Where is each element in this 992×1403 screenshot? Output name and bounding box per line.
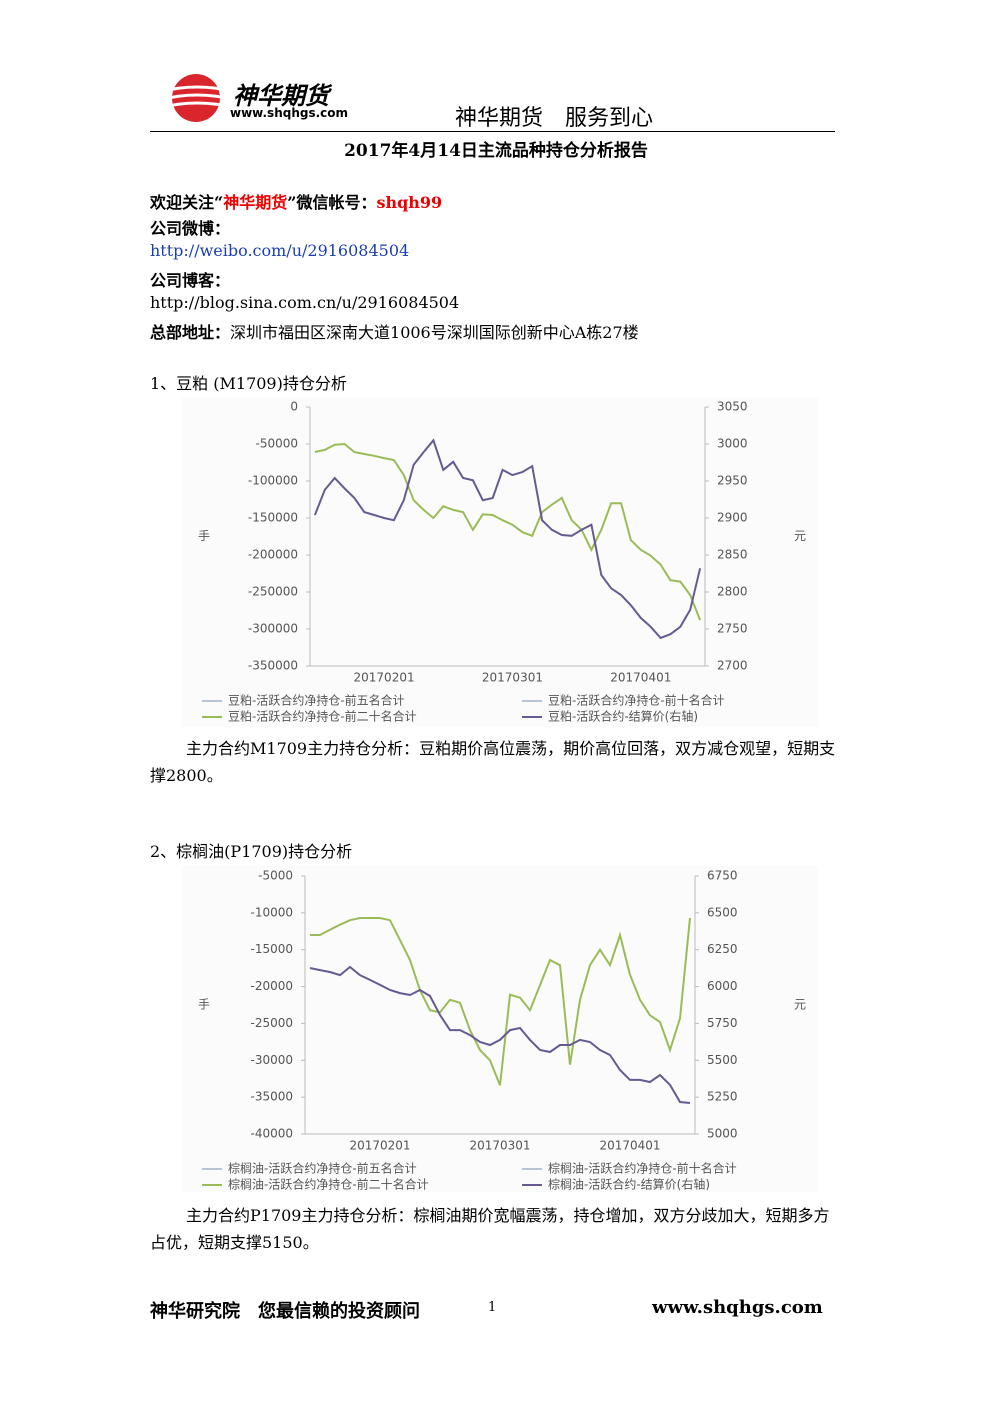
logo-swoosh <box>159 85 237 110</box>
y-tick-label: -5000 <box>258 869 293 883</box>
slogan: 神华期货 服务到心 <box>455 106 654 131</box>
brand-url: www.shqhgs.com <box>230 106 349 120</box>
x-tick-label: 20170301 <box>469 1139 530 1153</box>
legend-label: 豆粕-活跃合约净持仓-前十名合计 <box>548 693 725 708</box>
y-axis-title: 手 <box>198 529 210 543</box>
legend-label: 棕榈油-活跃合约净持仓-前二十名合计 <box>228 1177 429 1192</box>
y2-tick-label: 3000 <box>717 437 748 451</box>
y-tick-label: -250000 <box>248 585 298 599</box>
legend-label: 棕榈油-活跃合约净持仓-前十名合计 <box>548 1161 737 1176</box>
series-line <box>310 917 691 1086</box>
blog-link: http://blog.sina.com.cn/u/2916084504 <box>150 293 460 312</box>
y2-tick-label: 3050 <box>717 400 748 414</box>
y-tick-label: -100000 <box>248 474 298 488</box>
x-tick-label: 20170401 <box>599 1139 660 1153</box>
address-line: 总部地址：深圳市福田区深南大道1006号深圳国际创新中心A栋27楼 <box>150 319 639 343</box>
y2-tick-label: 5750 <box>707 1016 738 1030</box>
text: 欢迎关注“ <box>150 193 224 212</box>
y-tick-label: 0 <box>290 400 298 414</box>
y2-tick-label: 2750 <box>717 622 748 636</box>
y-tick-label: -350000 <box>248 659 298 673</box>
wechat-line: 欢迎关注“神华期货”微信帐号：shqh99 <box>150 189 442 213</box>
chart: 0 -50000 -100000 -150000 -200000 -250000 -3000… <box>182 397 818 727</box>
y-tick-label: -25000 <box>250 1016 293 1030</box>
y2-tick-label: 6500 <box>707 905 738 919</box>
legend-label: 棕榈油-活跃合约-结算价(右轴) <box>548 1177 710 1192</box>
section-heading: 1、豆粕 (M1709)持仓分析 <box>150 374 347 393</box>
y2-tick-label: 5250 <box>707 1090 738 1104</box>
y-tick-label: -150000 <box>248 511 298 525</box>
y-tick-label: -35000 <box>250 1090 293 1104</box>
y2-tick-label: 6250 <box>707 942 738 956</box>
footer-left: 神华研究院 您最信赖的投资顾问 <box>150 1301 420 1322</box>
y2-axis-title: 元 <box>794 998 806 1012</box>
x-tick-label: 20170401 <box>610 671 671 685</box>
weibo-label: 公司微博： <box>150 219 231 238</box>
y2-tick-label: 2800 <box>717 585 748 599</box>
y-tick-label: -50000 <box>255 437 298 451</box>
series-line <box>309 965 691 1104</box>
section-heading: 2、棕榈油(P1709)持仓分析 <box>150 842 353 861</box>
text: 神华期货 <box>223 193 288 212</box>
y2-tick-label: 2950 <box>717 474 748 488</box>
y-tick-label: -40000 <box>250 1127 293 1141</box>
text: 深圳市福田区深南大道1006号深圳国际创新中心A栋27楼 <box>230 323 639 342</box>
y-tick-label: -10000 <box>250 905 293 919</box>
series-line <box>313 438 702 640</box>
legend-label: 豆粕-活跃合约-结算价(右轴) <box>548 709 698 724</box>
weibo-link[interactable]: http://weibo.com/u/2916084504 <box>150 241 410 260</box>
analysis: 主力合约M1709主力持仓分析：豆粕期价高位震荡，期价高位回落，双方减仓观望，短… <box>150 739 836 785</box>
legend-label: 豆粕-活跃合约净持仓-前五名合计 <box>228 693 405 708</box>
footer-right: www.shqhgs.com <box>652 1297 823 1318</box>
y2-tick-label: 2850 <box>717 548 748 562</box>
legend-label: 豆粕-活跃合约净持仓-前二十名合计 <box>228 709 417 724</box>
header-rule <box>150 131 835 132</box>
text: ”微信帐号： <box>287 193 377 212</box>
x-tick-label: 20170201 <box>349 1139 410 1153</box>
logo-mark <box>172 74 220 122</box>
analysis: 主力合约P1709主力持仓分析：棕榈油期价宽幅震荡，持仓增加，双方分歧加大，短期… <box>150 1206 830 1252</box>
text: 总部地址： <box>150 323 231 342</box>
y2-tick-label: 2700 <box>717 659 748 673</box>
series-line <box>314 442 702 621</box>
y2-tick-label: 5000 <box>707 1127 738 1141</box>
report-title: 2017年4月14日主流品种持仓分析报告 <box>344 141 648 161</box>
text: shqh99 <box>376 193 443 212</box>
y2-axis-title: 元 <box>794 529 806 543</box>
x-tick-label: 20170201 <box>354 671 415 685</box>
chart: -5000 -10000 -15000 -20000 -25000 -30000 -3500… <box>182 866 818 1192</box>
y2-tick-label: 2900 <box>717 511 748 525</box>
logo <box>159 74 237 122</box>
page-number: 1 <box>488 1300 497 1315</box>
y-tick-label: -300000 <box>248 622 298 636</box>
x-tick-label: 20170301 <box>482 671 543 685</box>
brand: 神华期货 <box>233 82 329 110</box>
y-tick-label: -30000 <box>250 1053 293 1067</box>
blog-label: 公司博客： <box>150 271 231 290</box>
y-tick-label: -15000 <box>250 942 293 956</box>
y-tick-label: -20000 <box>250 979 293 993</box>
y-tick-label: -200000 <box>248 548 298 562</box>
y2-tick-label: 6750 <box>707 869 738 883</box>
y2-tick-label: 5500 <box>707 1053 738 1067</box>
y2-tick-label: 6000 <box>707 979 738 993</box>
y-axis-title: 手 <box>198 998 210 1012</box>
legend-label: 棕榈油-活跃合约净持仓-前五名合计 <box>228 1161 417 1176</box>
